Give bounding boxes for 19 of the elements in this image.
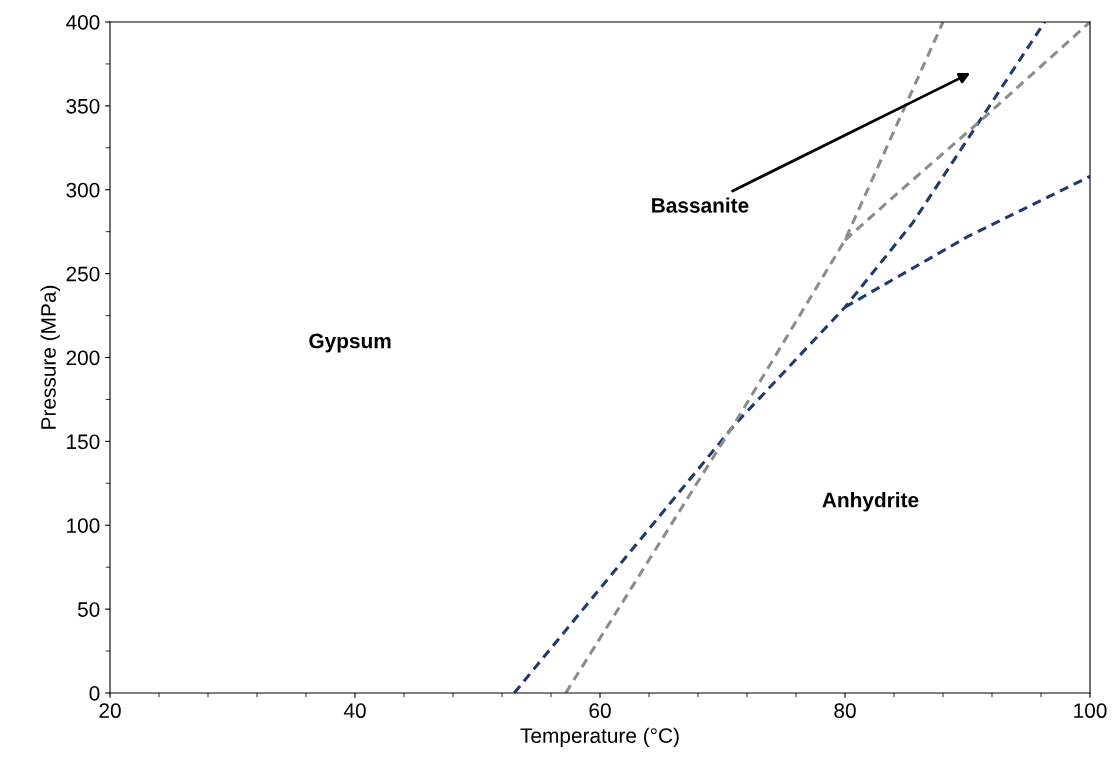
y-tick-label: 100 xyxy=(67,518,100,533)
x-tick-label: 20 xyxy=(99,703,121,719)
annotation: Gypsum xyxy=(309,333,391,353)
y-tick-label: 350 xyxy=(66,98,100,114)
y-tick-label: 50 xyxy=(77,602,100,617)
annotation: Anhydrite xyxy=(822,492,919,512)
x-axis-title: Temperature (°C) xyxy=(520,727,679,748)
x-tick-label: 60 xyxy=(589,703,611,719)
x-tick-label: 40 xyxy=(343,703,366,719)
x-tick-label: 80 xyxy=(834,703,856,719)
y-tick-label: 400 xyxy=(66,15,100,30)
x-tick-label: 100 xyxy=(1074,703,1107,719)
y-tick-label: 300 xyxy=(66,182,100,198)
y-tick-label: 0 xyxy=(89,686,100,701)
y-tick-label: 200 xyxy=(66,350,100,366)
annotation: Bassanite xyxy=(652,197,749,213)
y-axis-title: Pressure (MPa) xyxy=(40,285,60,429)
y-tick-label: 250 xyxy=(66,266,100,282)
y-tick-label: 150 xyxy=(67,434,100,450)
